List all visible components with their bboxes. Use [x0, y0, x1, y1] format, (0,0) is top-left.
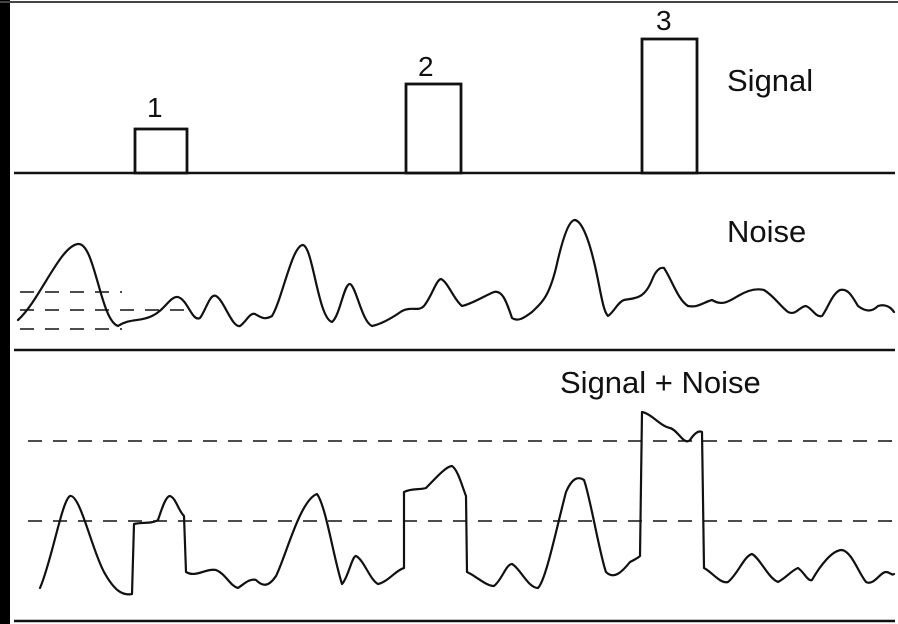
noise-trace	[16, 218, 896, 328]
signal-panel: 1 2 3 Signal	[14, 5, 895, 175]
noise-title: Noise	[727, 214, 806, 249]
noise-panel: Noise	[14, 214, 896, 352]
peak-label-1: 1	[147, 92, 163, 123]
peak-label-2: 2	[418, 51, 434, 82]
signal-peak-2	[404, 82, 463, 175]
combined-title: Signal + Noise	[560, 365, 761, 400]
signal-title: Signal	[727, 63, 813, 98]
left-edge-bar	[0, 0, 10, 624]
signal-peak-3	[640, 37, 699, 175]
signal-peak-1	[133, 127, 189, 175]
combined-panel: Signal + Noise	[14, 365, 896, 623]
peak-label-3: 3	[656, 5, 672, 36]
combined-trace	[38, 410, 896, 596]
